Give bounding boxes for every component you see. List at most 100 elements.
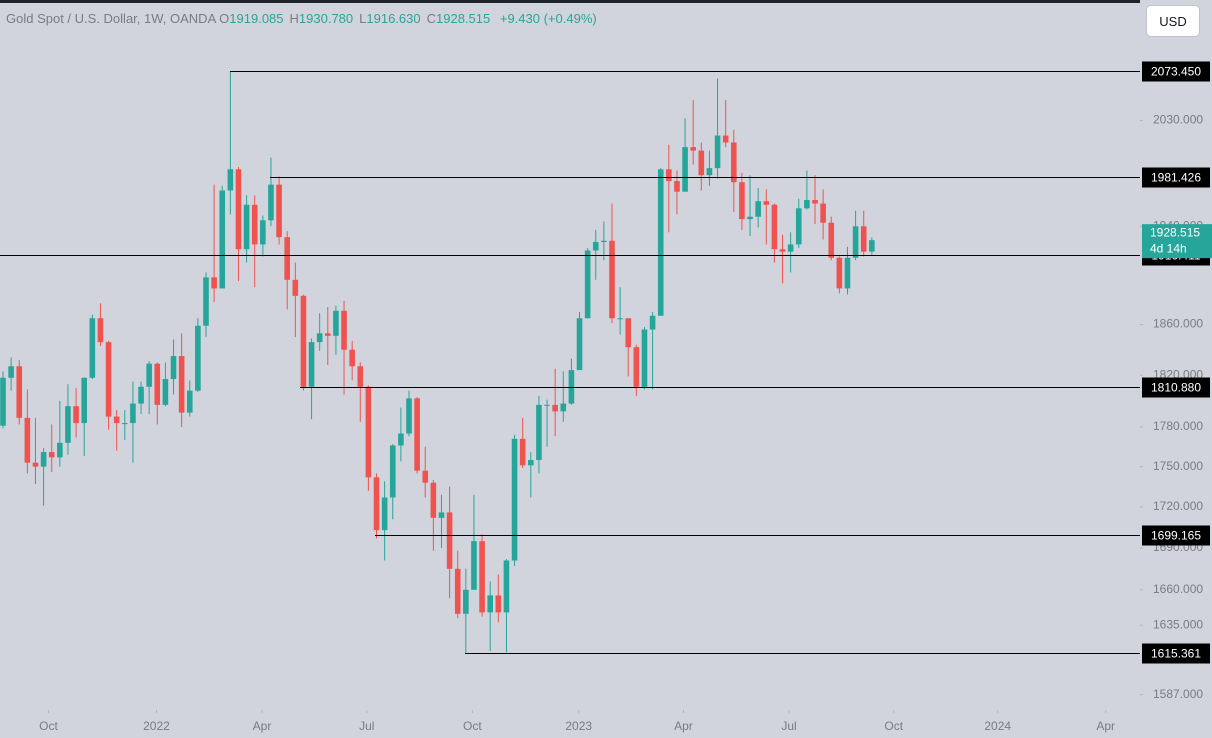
candle-body — [714, 135, 721, 169]
candle-body — [268, 184, 274, 221]
candle-body — [65, 406, 71, 443]
legend: Gold Spot / U.S. Dollar, 1W, OANDA O1919… — [6, 11, 603, 26]
candle-body — [722, 135, 729, 143]
candle-body — [804, 200, 810, 209]
candle-body — [284, 237, 290, 280]
candle-body — [381, 497, 388, 531]
candle-body — [755, 201, 761, 217]
candle-body — [8, 366, 14, 378]
candle-body — [763, 201, 770, 205]
candle-body — [333, 310, 339, 336]
candle-body — [251, 204, 258, 245]
candle-body — [154, 363, 161, 405]
ohlc-key: C — [426, 11, 436, 26]
candle-body — [519, 438, 526, 466]
candle-body — [138, 386, 144, 404]
x-tick-label: Apr — [1096, 719, 1115, 733]
candle-body — [860, 226, 867, 252]
candle-body — [235, 169, 242, 250]
x-tick-label: Jul — [781, 719, 796, 733]
candle-body — [649, 315, 656, 330]
symbol-title[interactable]: Gold Spot / U.S. Dollar, 1W, OANDA — [6, 11, 216, 26]
candle-body — [349, 349, 355, 367]
candle-body — [625, 318, 632, 348]
candle-body — [122, 423, 128, 425]
x-tick-label: 2022 — [143, 719, 170, 733]
x-tick-label: 2024 — [984, 719, 1011, 733]
level-label-bg — [1142, 643, 1210, 664]
candle-body — [617, 318, 623, 320]
candle-body — [869, 240, 875, 252]
level-label-bg — [1142, 61, 1210, 82]
candle-body — [146, 363, 152, 387]
candle-body — [398, 433, 404, 446]
candle-body — [341, 310, 347, 350]
candle-body — [820, 203, 826, 223]
y-tick-label: 1780.000 — [1153, 419, 1203, 433]
level-label: 1981.426 — [1151, 171, 1201, 185]
candle-body — [787, 244, 794, 252]
candle-body — [365, 386, 372, 478]
change: +9.430 (+0.49%) — [499, 11, 597, 26]
candle-body — [552, 404, 558, 412]
candle-body — [325, 333, 331, 336]
candle-body — [300, 295, 307, 387]
candle-body — [828, 222, 835, 258]
candle-body — [227, 169, 234, 191]
candle-body — [657, 169, 664, 316]
level-label-bg — [1142, 525, 1210, 546]
candle-body — [795, 208, 802, 245]
candle-body — [162, 379, 169, 405]
level-label: 2073.450 — [1151, 65, 1201, 79]
candle-body — [706, 168, 713, 176]
candle-body — [446, 512, 453, 569]
candle-body — [601, 240, 607, 242]
candle-body — [609, 240, 615, 319]
ohlc-value: 1919.085 — [229, 11, 284, 26]
candle-body — [771, 204, 778, 250]
candle-body — [690, 147, 696, 151]
ohlc-key: O — [219, 11, 230, 26]
currency-button[interactable]: USD — [1147, 6, 1199, 36]
y-tick-label: 2030.000 — [1153, 113, 1203, 127]
x-tick-label: Oct — [39, 719, 58, 733]
candle-body — [219, 190, 226, 289]
candle-body — [747, 216, 753, 220]
candle-body — [544, 404, 550, 406]
candle-body — [203, 277, 209, 326]
candle-body — [308, 342, 315, 387]
candle-body — [373, 477, 380, 531]
price-axis — [1140, 0, 1212, 738]
candle-body — [292, 279, 299, 296]
candle-body — [852, 226, 859, 258]
candle-body — [48, 452, 55, 458]
x-tick-label: Apr — [253, 719, 272, 733]
last-price-tag — [1142, 224, 1212, 259]
y-tick-label: 1720.000 — [1153, 499, 1203, 513]
candle-body — [316, 333, 323, 343]
candle-body — [389, 445, 396, 498]
level-label: 1615.361 — [1151, 647, 1201, 661]
x-tick-label: Apr — [674, 719, 693, 733]
candle-body — [592, 241, 599, 251]
candle-body — [463, 589, 469, 614]
candle-body — [576, 318, 583, 371]
y-tick-label: 1660.000 — [1153, 582, 1203, 596]
candle-body — [666, 169, 672, 182]
candle-body — [812, 200, 818, 204]
candle-body — [674, 181, 680, 192]
candle-body — [422, 470, 429, 483]
candle-body — [430, 482, 437, 518]
candle-body — [511, 438, 518, 561]
candle-body — [276, 184, 282, 238]
candle-body — [682, 147, 688, 192]
candle-body — [97, 318, 104, 343]
candle-body — [16, 366, 23, 418]
y-tick-label: 1750.000 — [1153, 459, 1203, 473]
level-label: 1699.165 — [1151, 529, 1201, 543]
last-price-label: 1928.515 — [1150, 225, 1200, 239]
candle-body — [641, 329, 648, 387]
candle-body — [414, 398, 420, 471]
